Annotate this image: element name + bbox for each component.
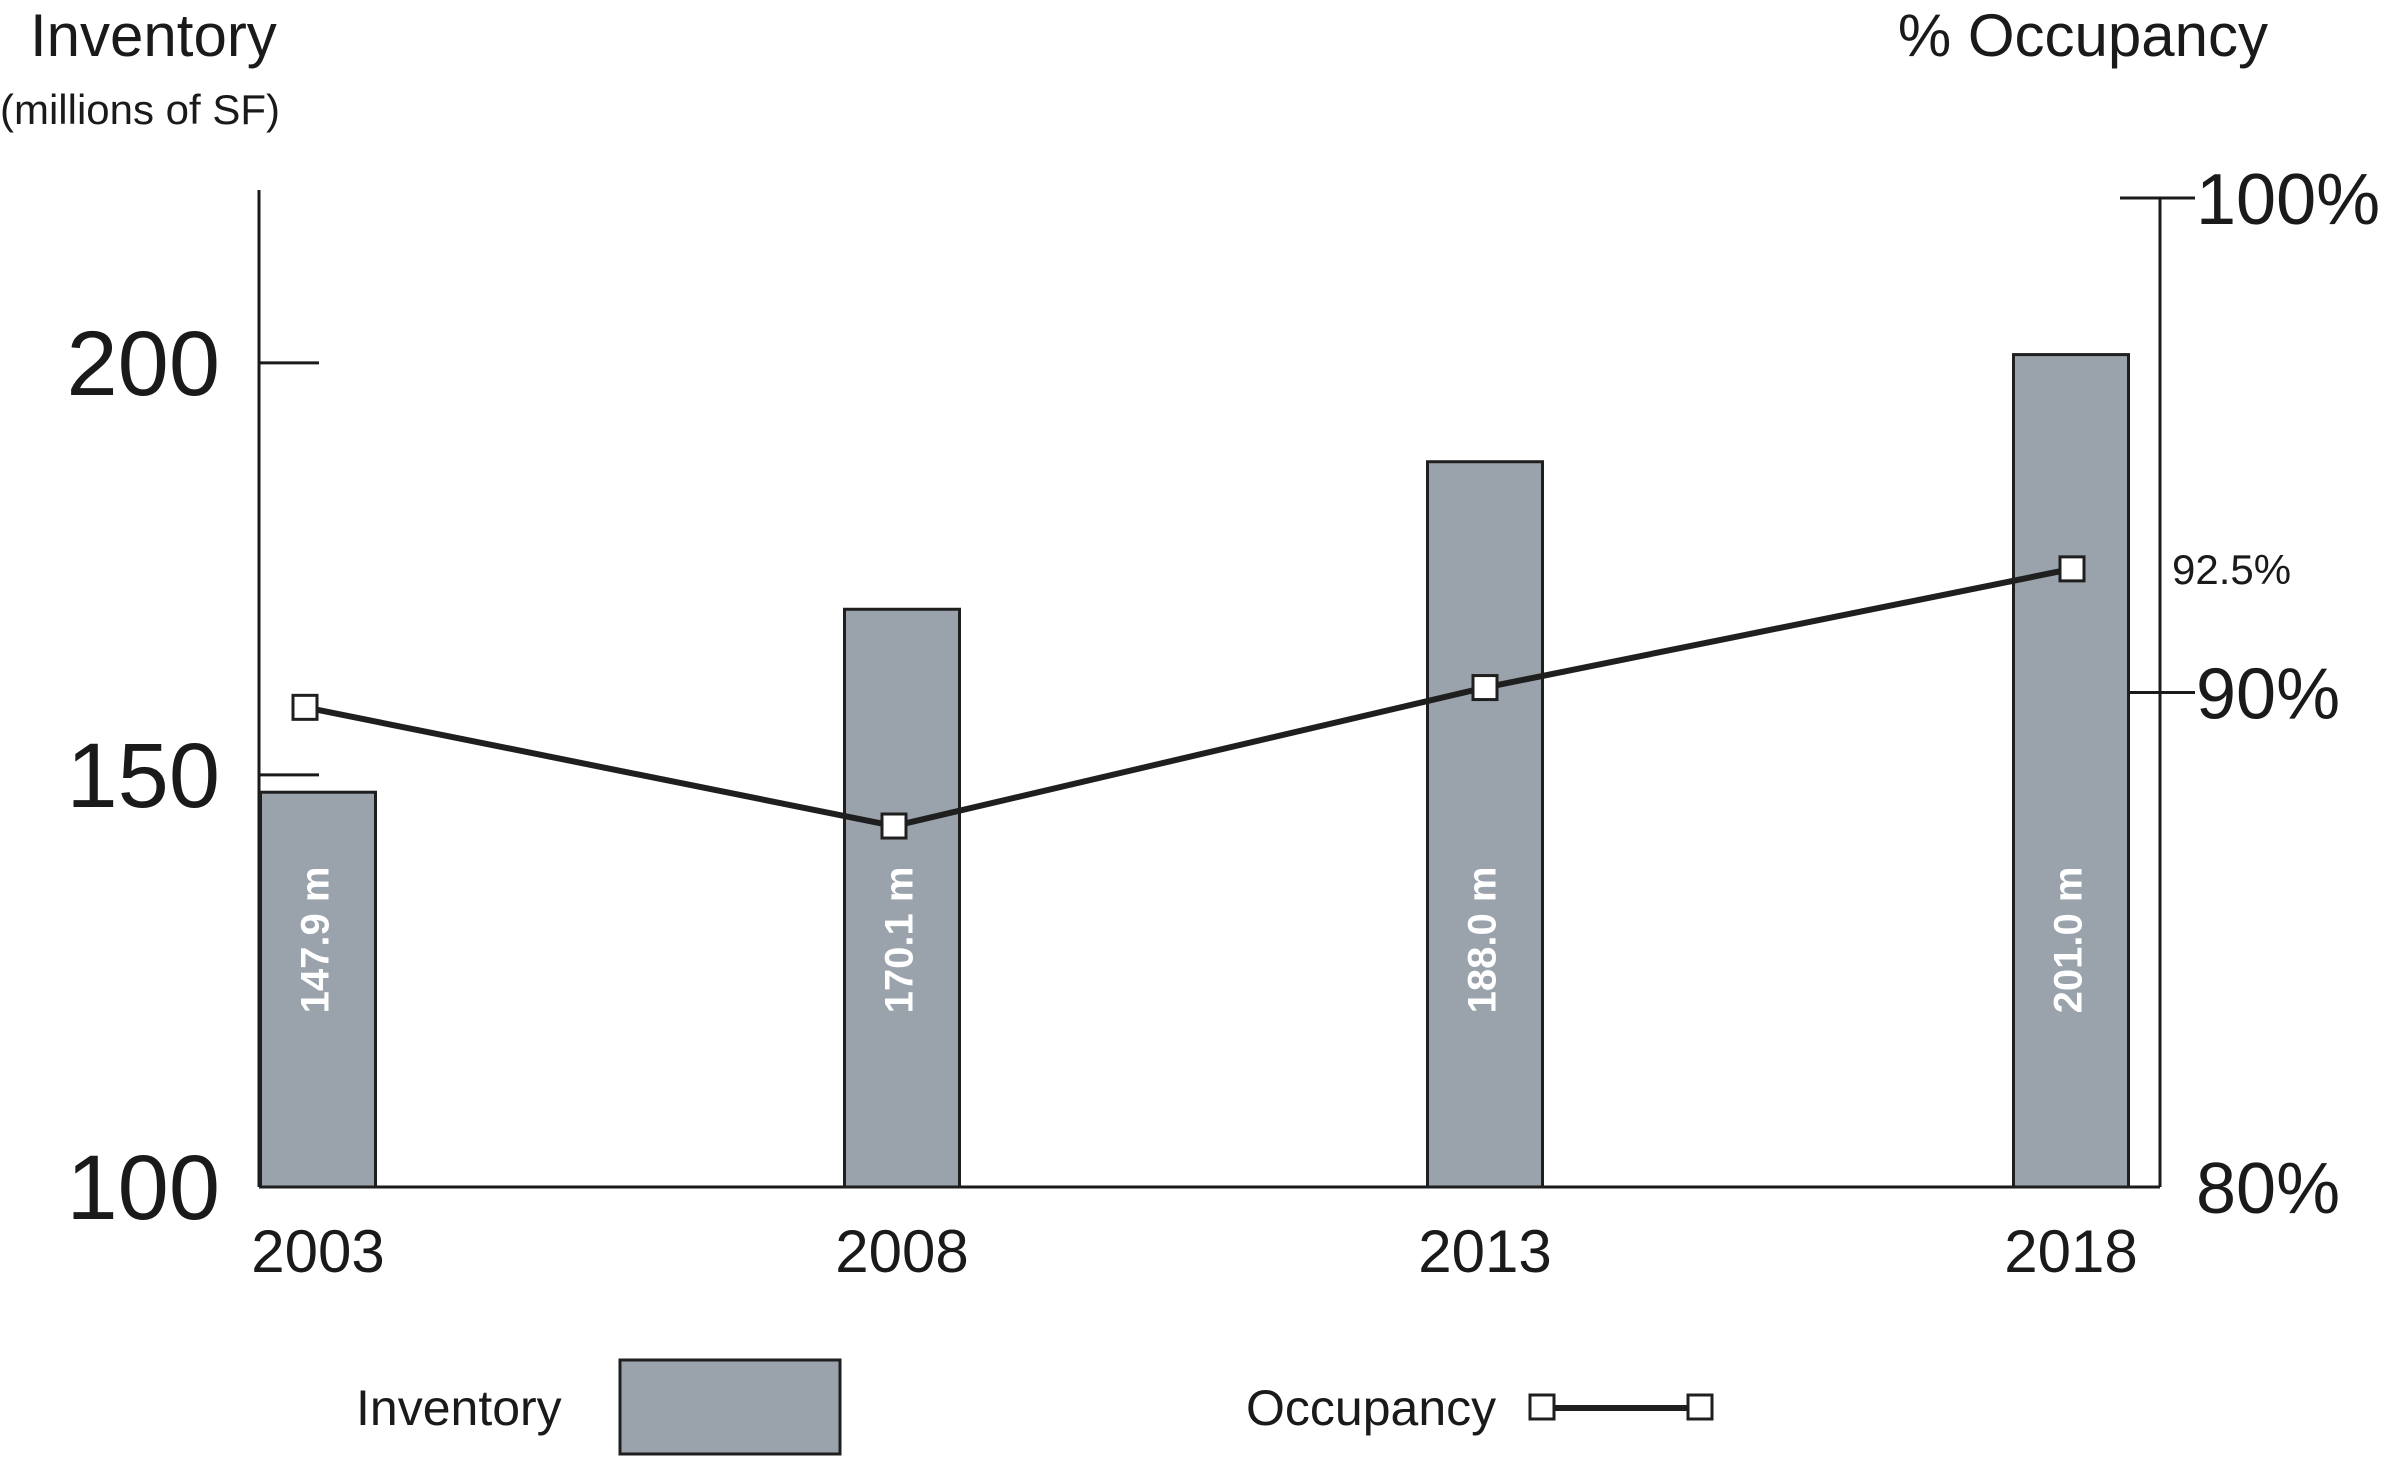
right-axis-tick-label: 100% xyxy=(2196,160,2380,240)
annotations: 92.5% xyxy=(2172,546,2291,593)
inventory-bar xyxy=(259,790,377,1189)
inventory-bar-labels: 147.9 m 170.1 m 188.0 m 201.0 m xyxy=(294,867,2091,1014)
inventory-bar xyxy=(2012,353,2130,1189)
left-axis-tick-label: 150 xyxy=(67,725,221,827)
legend-inventory-swatch xyxy=(618,1358,842,1456)
occupancy-point xyxy=(1471,674,1499,702)
inventory-bar-label: 201.0 m xyxy=(2047,867,2091,1014)
occupancy-point xyxy=(880,812,908,840)
inventory-bar-label: 188.0 m xyxy=(1461,867,1505,1014)
left-axis-tick-label: 200 xyxy=(67,313,221,415)
occupancy-point xyxy=(291,693,319,721)
right-axis-ticks: 80% 90% 100% xyxy=(2120,160,2380,1229)
right-axis-title: % Occupancy xyxy=(1898,2,2268,69)
legend-occupancy-marker-left xyxy=(1528,1393,1556,1421)
left-axis-title: Inventory xyxy=(30,2,277,69)
legend-inventory-label: Inventory xyxy=(356,1380,562,1436)
inventory-bar-label: 147.9 m xyxy=(294,867,338,1014)
legend-occupancy-label: Occupancy xyxy=(1246,1380,1496,1436)
occupancy-callout: 92.5% xyxy=(2172,546,2291,593)
legend-occupancy-marker-right xyxy=(1686,1393,1714,1421)
left-axis-tick-label: 100 xyxy=(67,1137,221,1239)
x-axis-tick-label: 2013 xyxy=(1418,1218,1551,1285)
right-axis-tick-label: 90% xyxy=(2196,655,2340,735)
x-axis-tick-label: 2008 xyxy=(835,1218,968,1285)
x-axis-tick-label: 2003 xyxy=(251,1218,384,1285)
left-axis-ticks: 100 150 200 xyxy=(67,313,319,1239)
occupancy-line xyxy=(304,565,2073,830)
inventory-bar-label: 170.1 m xyxy=(878,867,922,1014)
x-axis-tick-labels: 2003 2008 2013 2018 xyxy=(251,1218,2137,1285)
right-axis-tick-label: 80% xyxy=(2196,1149,2340,1229)
left-axis-subtitle: (millions of SF) xyxy=(0,86,280,133)
x-axis-tick-label: 2018 xyxy=(2004,1218,2137,1285)
inventory-bar xyxy=(1426,460,1544,1189)
legend: Inventory Occupancy xyxy=(356,1358,1714,1456)
inventory-bar xyxy=(843,607,961,1189)
occupancy-series xyxy=(291,555,2086,840)
inventory-bars xyxy=(259,353,2130,1189)
occupancy-point xyxy=(2058,555,2086,583)
